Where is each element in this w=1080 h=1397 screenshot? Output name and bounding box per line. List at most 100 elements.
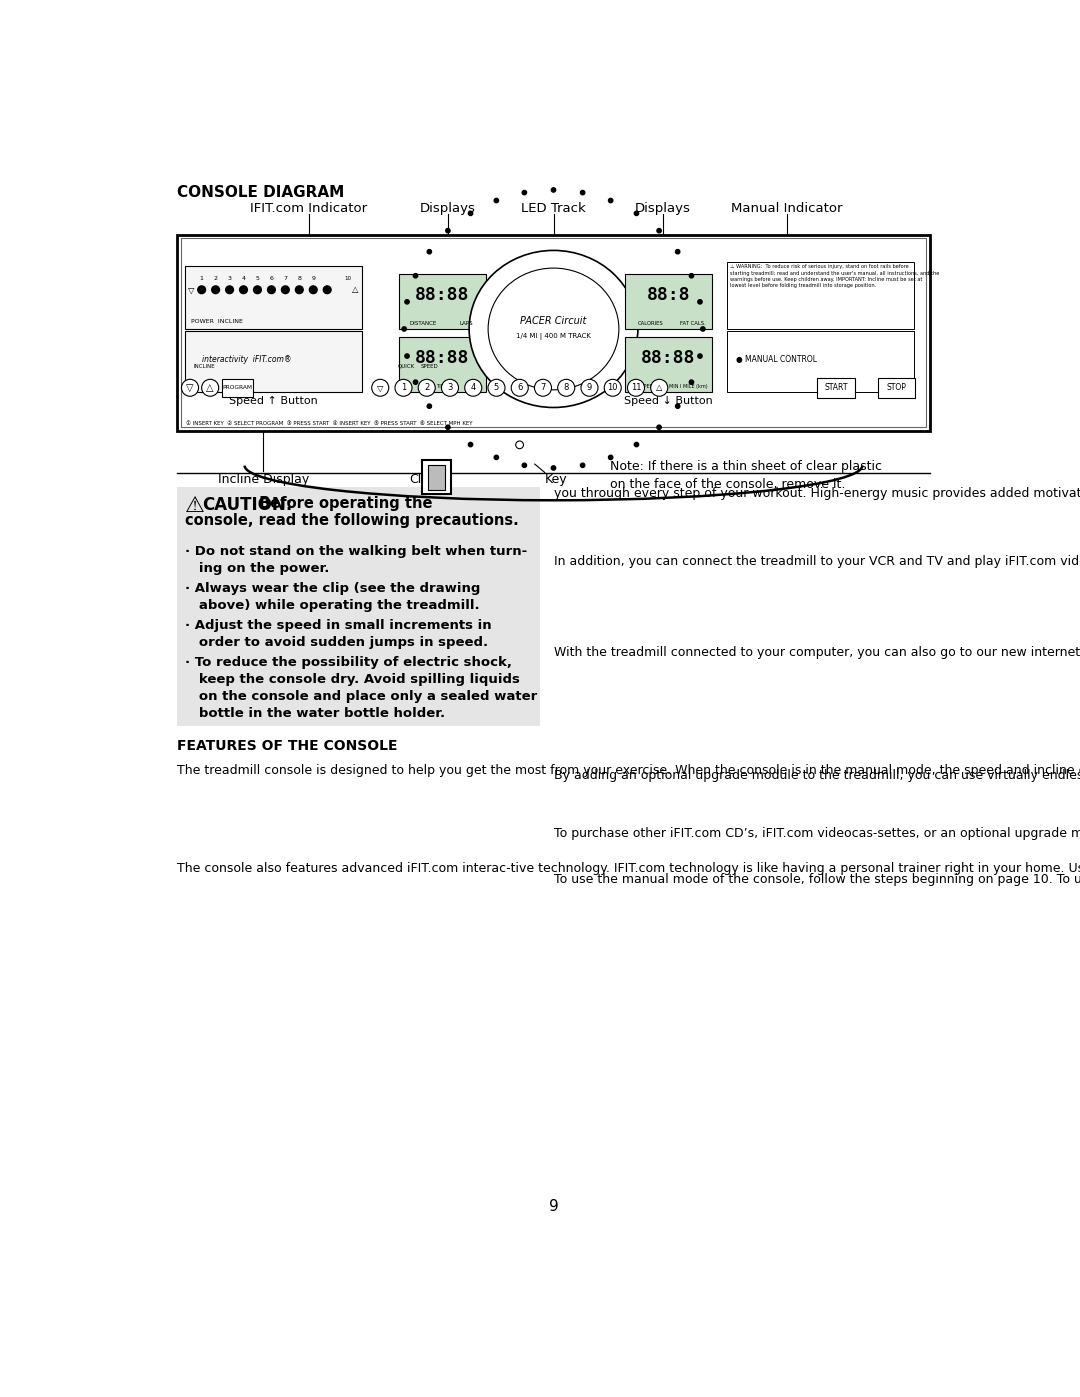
Circle shape [446,229,450,233]
Text: 2: 2 [214,275,217,281]
Text: ● MANUAL CONTROL: ● MANUAL CONTROL [737,355,818,365]
Text: To purchase other iFIT.com CD’s, iFIT.com videocas-settes, or an optional upgrad: To purchase other iFIT.com CD’s, iFIT.co… [554,827,1080,840]
Text: 11: 11 [631,383,642,393]
Text: 7: 7 [283,275,287,281]
Text: INCLINE: INCLINE [193,363,215,369]
Text: SPEED: SPEED [421,363,438,369]
Text: 2: 2 [424,383,430,393]
Bar [177,235,930,432]
Text: 88:8: 88:8 [647,286,690,303]
Circle shape [226,286,233,293]
Circle shape [557,380,575,397]
Text: 3: 3 [447,383,453,393]
Text: △: △ [206,383,214,393]
Bar [878,377,915,398]
Text: PACER Circuit: PACER Circuit [521,316,586,327]
Circle shape [212,286,219,293]
Text: Manual Indicator: Manual Indicator [731,203,842,215]
Text: START: START [824,383,848,393]
Text: 9: 9 [549,1199,558,1214]
Bar [180,239,927,427]
Text: 88:88: 88:88 [642,349,696,366]
Circle shape [442,380,459,397]
Text: ⚠ WARNING:  To reduce risk of serious injury, stand on foot rails before
startin: ⚠ WARNING: To reduce risk of serious inj… [730,264,940,288]
Text: 8: 8 [564,383,569,393]
Text: 7: 7 [540,383,545,393]
Text: LAPS: LAPS [460,321,473,326]
Text: POWER  INCLINE: POWER INCLINE [191,320,243,324]
Text: FAT CALS.: FAT CALS. [679,321,705,326]
Text: 5: 5 [256,275,259,281]
Text: Incline Display: Incline Display [218,472,309,486]
Text: Speed ↓ Button: Speed ↓ Button [624,397,713,407]
Ellipse shape [469,250,638,408]
Text: ▽: ▽ [186,383,193,393]
Text: MIN I MILE (km): MIN I MILE (km) [669,384,707,388]
Circle shape [418,380,435,397]
Circle shape [551,187,556,193]
Circle shape [604,380,621,397]
Text: ▽: ▽ [188,285,194,295]
Circle shape [634,211,638,215]
Circle shape [414,274,418,278]
Text: ▽: ▽ [377,383,383,393]
Circle shape [395,380,411,397]
Circle shape [511,380,528,397]
Text: In addition, you can connect the treadmill to your VCR and TV and play iFIT.com : In addition, you can connect the treadmi… [554,555,1080,569]
Text: 5: 5 [494,383,499,393]
Circle shape [608,198,612,203]
Text: △: △ [352,285,359,295]
Circle shape [402,327,406,331]
Circle shape [675,404,679,408]
Circle shape [516,441,524,448]
Text: Clip: Clip [409,472,433,486]
Circle shape [198,286,205,293]
Circle shape [446,425,450,429]
Text: IFIT.com Indicator: IFIT.com Indicator [251,203,367,215]
Circle shape [580,464,584,468]
Circle shape [698,300,702,305]
Circle shape [464,380,482,397]
Text: · Always wear the clip (see the drawing
   above) while operating the treadmill.: · Always wear the clip (see the drawing … [185,583,480,612]
Circle shape [495,198,499,203]
Text: DISTANCE: DISTANCE [409,321,437,326]
Text: · Do not stand on the walking belt when turn-
   ing on the power.: · Do not stand on the walking belt when … [185,545,527,576]
Bar [625,274,712,328]
Text: 10: 10 [345,275,351,281]
Circle shape [181,380,199,397]
Text: 9: 9 [586,383,592,393]
Text: Displays: Displays [420,203,476,215]
Circle shape [580,190,584,194]
Text: console, read the following precautions.: console, read the following precautions. [185,513,518,528]
Bar [422,460,451,495]
Circle shape [296,286,303,293]
Text: 6: 6 [517,383,523,393]
Circle shape [657,229,661,233]
Text: interactivity  iFIT.com®: interactivity iFIT.com® [202,355,292,363]
Circle shape [254,286,261,293]
Circle shape [372,380,389,397]
Text: CONSOLE DIAGRAM: CONSOLE DIAGRAM [177,184,345,200]
Text: 88:88: 88:88 [415,286,470,303]
Bar [818,377,854,398]
Circle shape [323,286,332,293]
Circle shape [535,380,552,397]
Circle shape [414,380,418,384]
Text: · To reduce the possibility of electric shock,
   keep the console dry. Avoid sp: · To reduce the possibility of electric … [185,655,537,719]
Text: 8: 8 [297,275,301,281]
Text: The console also features advanced iFIT.com interac-tive technology. IFIT.com te: The console also features advanced iFIT.… [177,862,1080,875]
Circle shape [581,380,598,397]
Bar [727,331,914,391]
Text: · Adjust the speed in small increments in
   order to avoid sudden jumps in spee: · Adjust the speed in small increments i… [185,619,491,648]
Circle shape [657,425,661,429]
Text: CALORIES: CALORIES [638,321,664,326]
Text: 9: 9 [311,275,315,281]
Text: 4: 4 [471,383,476,393]
Circle shape [523,464,527,468]
Circle shape [469,443,473,447]
Text: Displays: Displays [635,203,691,215]
Text: Note: If there is a thin sheet of clear plastic
on the face of the console, remo: Note: If there is a thin sheet of clear … [610,460,882,492]
Bar [727,263,914,328]
Text: 1: 1 [200,275,204,281]
Text: ① INSERT KEY  ② SELECT PROGRAM  ③ PRESS START  ④ INSERT KEY  ⑤ PRESS START  ⑥ SE: ① INSERT KEY ② SELECT PROGRAM ③ PRESS ST… [186,420,473,426]
